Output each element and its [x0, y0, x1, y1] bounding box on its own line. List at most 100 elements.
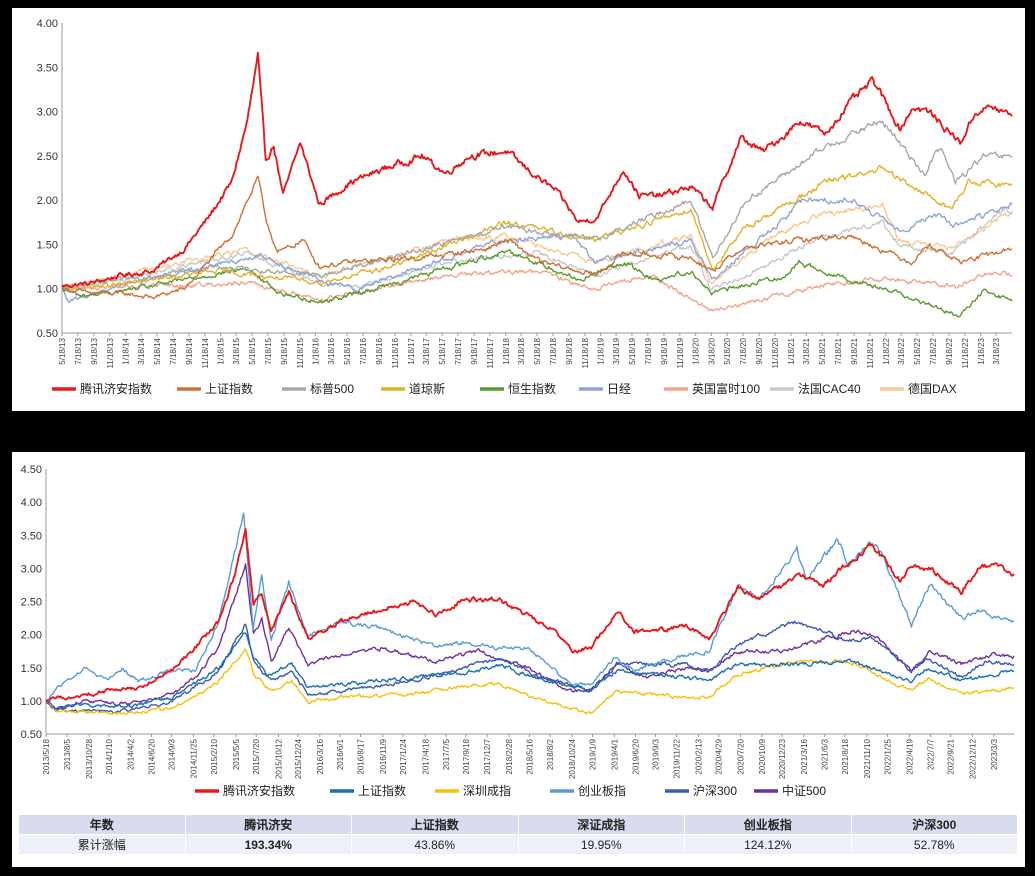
x-tick-label: 3/18/19: [612, 337, 621, 364]
x-tick-label: 2020/7/20: [736, 738, 745, 774]
x-tick-label: 2017/9/18: [462, 738, 471, 774]
x-tick-label: 2014/4/2: [127, 738, 136, 770]
x-tick-label: 2015/2/10: [210, 738, 219, 774]
chart-2: 0.50 1.00 1.50 2.00 2.50 3.00 3.50 4.00 4.50 2013…: [21, 464, 1015, 798]
stats-value-cell: 124.12%: [684, 834, 852, 855]
x-tick-label: 2015/12/24: [294, 738, 303, 779]
x-tick-label: 2015/10/12: [274, 738, 283, 779]
x-tick-label: 2014/9/3: [167, 738, 176, 770]
y-tick-label: 4.00: [37, 18, 58, 30]
x-tick-label: 2021/8/18: [841, 738, 850, 774]
x-tick-label: 2015/5/5: [232, 738, 241, 770]
legend-label: 上证指数: [358, 783, 406, 798]
x-tick-label: 9/18/14: [185, 337, 194, 364]
x-tick-label: 2021/3/16: [800, 738, 809, 774]
x-tick-label: 2017/1/24: [399, 738, 408, 774]
x-tick-label: 2014/6/20: [147, 738, 156, 774]
y-tick-label: 0.50: [37, 328, 58, 340]
stats-header-cell: 年数: [18, 814, 186, 835]
x-tick-label: 3/18/14: [137, 337, 146, 364]
x-tick-label: 5/18/21: [818, 337, 827, 364]
series-line-4: [45, 512, 1015, 703]
series-line-2: [61, 175, 1013, 300]
x-tick-label: 7/18/22: [929, 337, 938, 364]
y-tick-label: 1.00: [21, 696, 42, 708]
x-tick-label: 2019/1/9: [589, 738, 598, 770]
x-tick-label: 7/18/14: [169, 337, 178, 364]
y-tick-label: 0.50: [21, 729, 42, 741]
y-tick-label: 2.00: [21, 630, 42, 642]
legend-label: 法国CAC40: [798, 382, 861, 396]
x-tick-label: 7/18/16: [359, 337, 368, 364]
x-tick-label: 9/18/22: [945, 337, 954, 364]
series-line-8: [61, 207, 1013, 291]
stats-value-cell: 193.34%: [184, 834, 352, 855]
x-tick-label: 7/18/13: [74, 337, 83, 364]
x-tick-label: 2020/10/9: [758, 738, 767, 774]
x-tick-label: 5/18/20: [723, 337, 732, 364]
x-tick-label: 2015/7/20: [252, 738, 261, 774]
x-tick-label: 1/18/21: [787, 337, 796, 364]
stats-header-cell: 沪深300: [850, 814, 1018, 835]
x-tick-label: 9/18/20: [755, 337, 764, 364]
x-tick-label: 7/18/17: [454, 337, 463, 364]
stats-header-cell: 腾讯济安: [184, 814, 352, 835]
x-tick-label: 9/18/21: [850, 337, 859, 364]
legend-label: 上证指数: [205, 381, 253, 396]
y-tick-label: 1.50: [37, 239, 58, 251]
series-line-9: [61, 202, 1013, 292]
x-tick-label: 3/18/21: [802, 337, 811, 364]
y-tick-label: 2.50: [21, 597, 42, 609]
x-tick-label: 11/18/17: [486, 337, 495, 368]
x-tick-label: 2013/5/18: [42, 738, 51, 774]
stats-header-cell: 深证成指: [517, 814, 685, 835]
x-tick-label: 7/18/20: [739, 337, 748, 364]
chart-1: 0.50 1.00 1.50 2.00 2.50 3.00 3.50 4.00 5/18/13 7…: [37, 18, 1013, 396]
series-line-5: [61, 249, 1013, 318]
x-tick-label: 5/18/15: [248, 337, 257, 364]
series-line-6: [61, 197, 1013, 304]
stats-value-cell: 43.86%: [351, 834, 519, 855]
y-tick-label: 2.50: [37, 151, 58, 163]
x-tick-label: 2017/7/5: [442, 738, 451, 770]
x-tick-label: 1/18/17: [407, 337, 416, 364]
x-tick-label: 2016/6/1: [336, 738, 345, 770]
legend-label: 标普500: [310, 382, 354, 396]
x-tick-label: 1/18/14: [122, 337, 131, 364]
x-tick-label: 3/18/15: [232, 337, 241, 364]
legend: 腾讯济安指数 上证指数 深圳成指 创业板指 沪深300 中证500: [195, 783, 826, 798]
y-tick-label: 3.50: [37, 62, 58, 74]
x-tick-label: 11/18/16: [391, 337, 400, 368]
legend-label: 日经: [607, 382, 631, 396]
x-tick-label: 9/18/17: [470, 337, 479, 364]
stats-value-cell: 52.78%: [850, 834, 1018, 855]
legend-label: 深圳成指: [463, 783, 511, 798]
y-tick-label: 1.00: [37, 284, 58, 296]
x-tick-label: 11/18/15: [296, 337, 305, 368]
y-tick-label: 3.00: [37, 107, 58, 119]
x-tick-label: 5/18/18: [533, 337, 542, 364]
x-tick-label: 2016/8/17: [357, 738, 366, 774]
x-tick-label: 3/18/18: [517, 337, 526, 364]
x-tick-label: 11/18/20: [771, 337, 780, 368]
y-tick-label: 3.00: [21, 563, 42, 575]
x-tick-label: 2022/9/21: [947, 738, 956, 774]
legend-label: 德国DAX: [908, 381, 957, 396]
x-tick-label: 11/18/21: [866, 337, 875, 368]
x-tick-label: 2018/10/24: [568, 738, 577, 779]
stats-header-row: 年数 腾讯济安 上证指数 深证成指 创业板指 沪深300: [18, 814, 1018, 835]
series-line-5: [45, 620, 1015, 714]
stats-header-cell: 创业板指: [684, 814, 852, 835]
x-tick-label: 7/18/19: [644, 337, 653, 364]
y-tick-label: 3.50: [21, 530, 42, 542]
x-tick-label: 11/18/18: [581, 337, 590, 368]
series-line-3: [45, 648, 1015, 716]
x-tick-label: 9/18/16: [375, 337, 384, 364]
x-tick-label: 2021/6/3: [821, 738, 830, 770]
x-tick-label: 11/18/22: [961, 337, 970, 368]
chart-panel-2: 0.50 1.00 1.50 2.00 2.50 3.00 3.50 4.00 4.50 2013…: [12, 452, 1025, 867]
series-line-6: [45, 563, 1015, 713]
x-tick-label: 1/18/16: [312, 337, 321, 364]
y-tick-label: 4.50: [21, 464, 42, 476]
x-tick-label: 5/18/14: [153, 337, 162, 364]
